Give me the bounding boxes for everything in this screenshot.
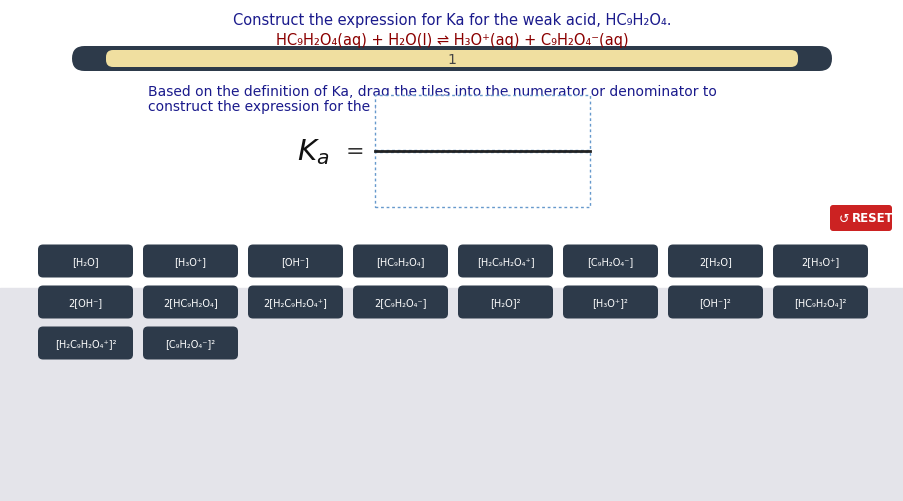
Text: 2[H₂O]: 2[H₂O] [698,257,731,267]
FancyBboxPatch shape [143,245,237,278]
Text: 1: 1 [447,53,456,66]
FancyBboxPatch shape [38,245,133,278]
FancyBboxPatch shape [667,286,762,319]
FancyBboxPatch shape [772,286,867,319]
FancyBboxPatch shape [72,47,831,72]
Text: construct the expression for the given acid.: construct the expression for the given a… [148,100,450,114]
Text: [HC₉H₂O₄]: [HC₉H₂O₄] [376,257,424,267]
Text: [C₉H₂O₄⁻]: [C₉H₂O₄⁻] [587,257,633,267]
Text: $\mathit{K}_a$: $\mathit{K}_a$ [296,137,329,166]
FancyBboxPatch shape [352,286,448,319]
FancyBboxPatch shape [458,286,553,319]
Text: [H₃O⁺]: [H₃O⁺] [174,257,206,267]
FancyBboxPatch shape [143,286,237,319]
Text: [H₂O]: [H₂O] [72,257,98,267]
Text: [HC₉H₂O₄]²: [HC₉H₂O₄]² [794,298,846,308]
FancyBboxPatch shape [667,245,762,278]
FancyBboxPatch shape [352,245,448,278]
FancyBboxPatch shape [38,327,133,360]
FancyBboxPatch shape [563,286,657,319]
FancyBboxPatch shape [458,245,553,278]
FancyBboxPatch shape [772,245,867,278]
FancyBboxPatch shape [247,286,342,319]
Text: [H₃O⁺]²: [H₃O⁺]² [591,298,628,308]
Text: [C₉H₂O₄⁻]²: [C₉H₂O₄⁻]² [165,338,215,348]
FancyBboxPatch shape [375,96,590,151]
Text: =: = [345,142,364,162]
Text: 2[H₃O⁺]: 2[H₃O⁺] [800,257,839,267]
Text: [H₂C₉H₂O₄⁺]: [H₂C₉H₂O₄⁺] [476,257,534,267]
Text: 2[OH⁻]: 2[OH⁻] [69,298,102,308]
FancyBboxPatch shape [38,286,133,319]
Text: [OH⁻]: [OH⁻] [281,257,309,267]
FancyBboxPatch shape [106,51,797,68]
Text: [H₂C₉H₂O₄⁺]²: [H₂C₉H₂O₄⁺]² [55,338,116,348]
FancyBboxPatch shape [375,153,590,207]
FancyBboxPatch shape [143,327,237,360]
Text: 2[HC₉H₂O₄]: 2[HC₉H₂O₄] [163,298,218,308]
Text: 2[C₉H₂O₄⁻]: 2[C₉H₂O₄⁻] [374,298,426,308]
Text: Based on the definition of Ka, drag the tiles into the numerator or denominator : Based on the definition of Ka, drag the … [148,85,716,99]
Text: 2[H₂C₉H₂O₄⁺]: 2[H₂C₉H₂O₄⁺] [264,298,327,308]
Text: [H₂O]²: [H₂O]² [489,298,520,308]
FancyBboxPatch shape [247,245,342,278]
Text: ↺: ↺ [838,212,849,225]
Bar [0,288,903,501]
FancyBboxPatch shape [829,205,891,231]
Text: HC₉H₂O₄(aq) + H₂O(l) ⇌ H₃O⁺(aq) + C₉H₂O₄⁻(aq): HC₉H₂O₄(aq) + H₂O(l) ⇌ H₃O⁺(aq) + C₉H₂O₄… [275,34,628,49]
Text: RESET: RESET [851,212,893,225]
Text: [OH⁻]²: [OH⁻]² [699,298,731,308]
FancyBboxPatch shape [563,245,657,278]
Text: Construct the expression for Ka for the weak acid, HC₉H₂O₄.: Construct the expression for Ka for the … [232,14,671,29]
